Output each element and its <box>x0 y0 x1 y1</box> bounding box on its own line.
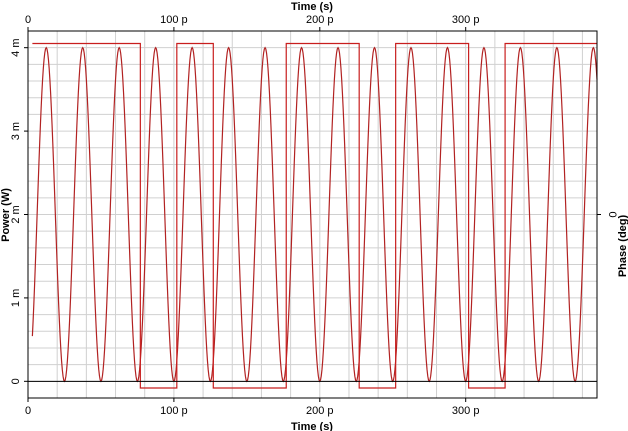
y-tick-label-left: 4 m <box>10 39 22 57</box>
x-tick-label-top: 300 p <box>452 14 480 26</box>
left-y-axis-title: Power (W) <box>0 188 12 242</box>
x-tick-label-top: 200 p <box>306 14 334 26</box>
x-tick-label-top: 100 p <box>160 14 188 26</box>
y-tick-label-right: 0 <box>606 211 618 217</box>
y-tick-label-left: 1 m <box>10 289 22 307</box>
right-y-axis-title: Phase (deg) <box>617 214 628 277</box>
bottom-x-axis-title: Time (s) <box>291 421 333 431</box>
top-x-axis-title: Time (s) <box>291 1 333 13</box>
phase-series-line <box>32 42 597 389</box>
ticks: 0 0 100 p 100 p 200 p 200 p 300 p 300 p 0 1 m 2 m 3… <box>10 14 618 417</box>
x-tick-label-bottom: 100 p <box>160 405 188 417</box>
x-tick-label-bottom: 300 p <box>452 405 480 417</box>
x-tick-label-bottom: 0 <box>25 405 31 417</box>
series-layer <box>31 42 598 389</box>
x-tick-label-top: 0 <box>25 14 31 26</box>
power-series-line <box>31 46 598 383</box>
x-tick-label-bottom: 200 p <box>306 405 334 417</box>
y-tick-label-left: 0 <box>10 378 22 384</box>
y-tick-label-left: 3 m <box>10 122 22 140</box>
y-tick-label-left: 2 m <box>10 205 22 223</box>
